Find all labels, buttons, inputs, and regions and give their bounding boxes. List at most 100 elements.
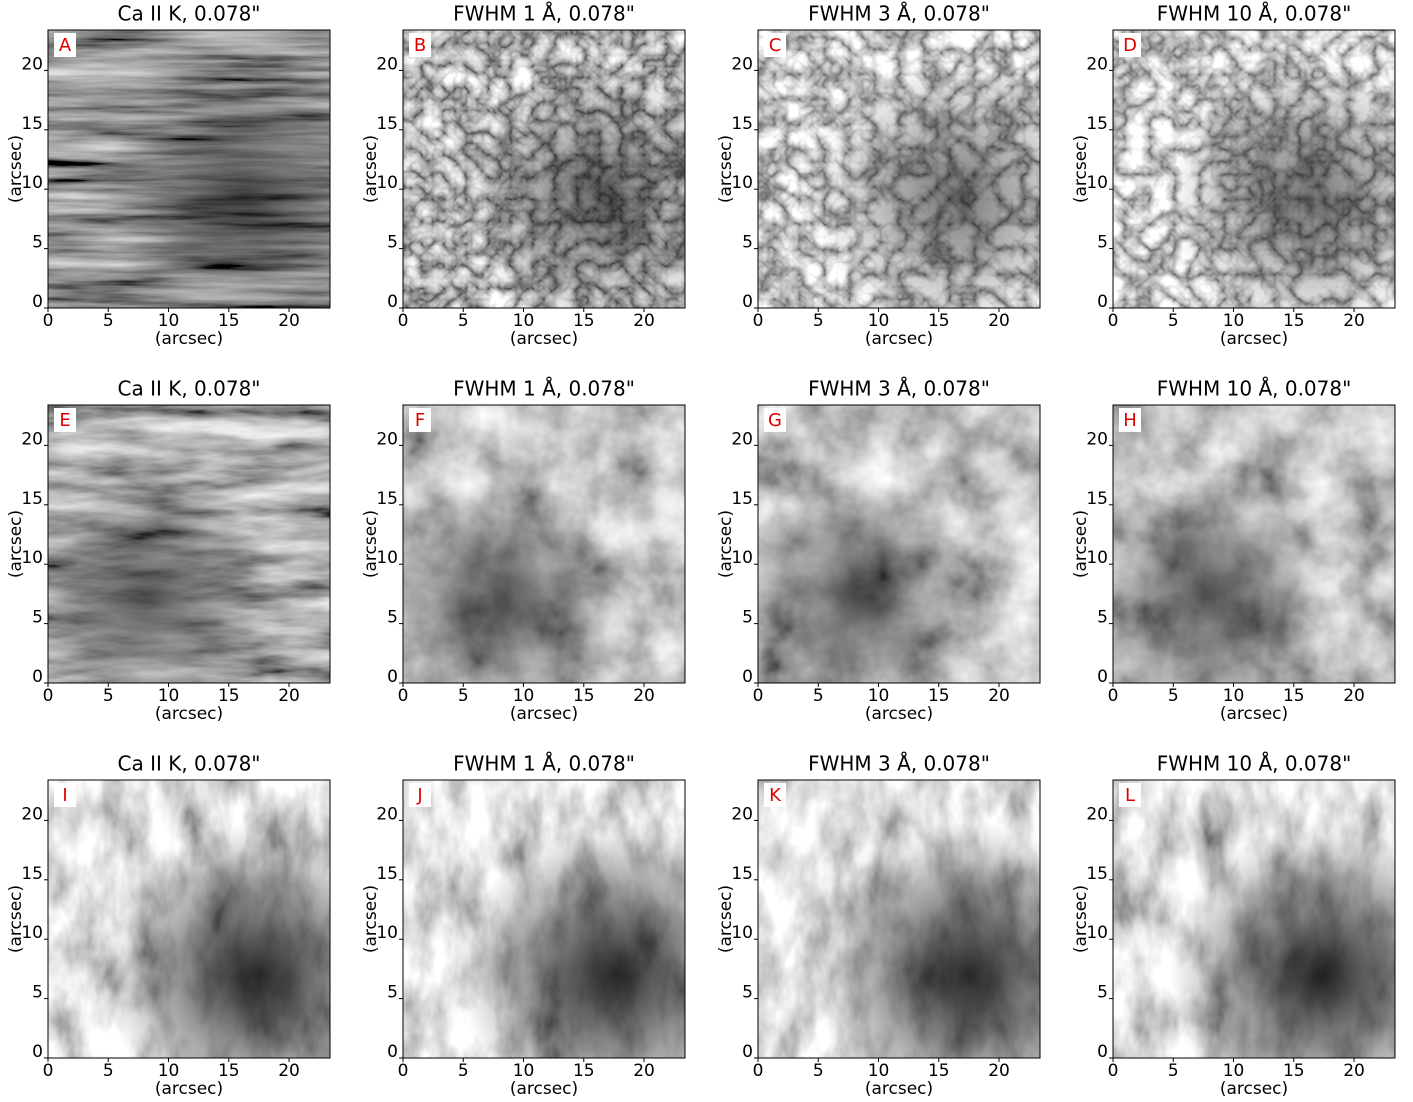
x-tick-label: 15: [573, 1061, 595, 1081]
y-tick-label: 0: [387, 1042, 398, 1062]
x-tick-label: 20: [988, 1061, 1010, 1081]
image-shading: [48, 405, 330, 683]
y-tick-label: 5: [32, 233, 43, 253]
x-tick-label: 5: [103, 1061, 114, 1081]
image-frame: [402, 404, 686, 684]
image-shading: [48, 30, 330, 308]
panel-label: H: [1123, 410, 1137, 431]
y-axis-label: (arcsec): [1071, 510, 1091, 578]
y-axis-label: (arcsec): [716, 885, 736, 953]
y-axis-label: (arcsec): [1071, 885, 1091, 953]
y-tick-label: 0: [742, 667, 753, 687]
x-tick-label: 20: [1343, 1061, 1365, 1081]
image-shading: [758, 30, 1040, 308]
panel-title: FWHM 3 Å, 0.078": [808, 2, 990, 26]
x-tick-label: 20: [1343, 311, 1365, 331]
image-shading: [403, 780, 685, 1058]
y-tick-label: 10: [21, 923, 43, 943]
x-tick-label: 15: [573, 686, 595, 706]
x-axis-label: (arcsec): [510, 1079, 578, 1099]
panel-label-box: [54, 783, 76, 807]
panel: E Ca II K, 0.078" 0 5 10 15 20 0 5 10 15 20 (arcsec)…: [6, 377, 331, 724]
y-tick-label: 20: [1086, 804, 1108, 824]
x-tick-label: 10: [868, 686, 890, 706]
y-tick-label: 10: [21, 173, 43, 193]
x-axis-label: (arcsec): [510, 704, 578, 724]
panel-label-box: [409, 783, 431, 807]
y-tick-label: 0: [742, 292, 753, 312]
x-tick-label: 0: [753, 1061, 764, 1081]
y-tick-label: 0: [742, 1042, 753, 1062]
y-tick-label: 5: [32, 608, 43, 628]
panel: D FWHM 10 Å, 0.078" 0 5 10 15 20 0 5 10 15 20 (arcse…: [1071, 2, 1396, 349]
y-tick-label: 15: [21, 864, 43, 884]
image-frame: [47, 404, 331, 684]
panel-label: E: [59, 410, 70, 431]
panel-label-box: [54, 33, 76, 57]
panel: F FWHM 1 Å, 0.078" 0 5 10 15 20 0 5 10 15 20 (arcsec…: [361, 377, 686, 724]
y-axis-label: (arcsec): [716, 510, 736, 578]
x-tick-label: 10: [158, 311, 180, 331]
y-tick-label: 0: [32, 1042, 43, 1062]
x-tick-label: 15: [928, 311, 950, 331]
x-tick-label: 15: [1283, 1061, 1305, 1081]
y-tick-label: 10: [376, 548, 398, 568]
image-frame: [757, 29, 1041, 309]
panel-label-box: [409, 33, 431, 57]
y-tick-label: 20: [376, 804, 398, 824]
x-axis-label: (arcsec): [510, 329, 578, 349]
y-tick-label: 5: [387, 233, 398, 253]
image-frame: [402, 29, 686, 309]
y-tick-label: 15: [376, 489, 398, 509]
y-tick-label: 15: [1086, 114, 1108, 134]
x-tick-label: 15: [928, 1061, 950, 1081]
y-tick-label: 10: [21, 548, 43, 568]
x-tick-label: 5: [103, 686, 114, 706]
y-tick-label: 20: [731, 804, 753, 824]
x-tick-label: 15: [1283, 311, 1305, 331]
x-tick-label: 5: [813, 311, 824, 331]
y-tick-label: 0: [1097, 1042, 1108, 1062]
image-shading: [403, 30, 685, 308]
x-tick-label: 10: [868, 311, 890, 331]
y-tick-label: 20: [21, 804, 43, 824]
x-axis-label: (arcsec): [1220, 704, 1288, 724]
image-frame: [47, 29, 331, 309]
x-tick-label: 10: [513, 1061, 535, 1081]
y-axis-label: (arcsec): [6, 885, 26, 953]
image-frame: [1112, 29, 1396, 309]
image-frame: [757, 404, 1041, 684]
y-tick-label: 5: [742, 608, 753, 628]
y-tick-label: 10: [1086, 173, 1108, 193]
x-tick-label: 5: [813, 1061, 824, 1081]
y-tick-label: 15: [376, 864, 398, 884]
x-tick-label: 5: [458, 311, 469, 331]
y-axis-label: (arcsec): [361, 135, 381, 203]
y-tick-label: 20: [1086, 429, 1108, 449]
panel-label: J: [416, 785, 422, 806]
x-tick-label: 15: [218, 686, 240, 706]
y-tick-label: 15: [731, 864, 753, 884]
x-tick-label: 0: [43, 311, 54, 331]
image-shading: [1113, 405, 1395, 683]
y-tick-label: 10: [731, 173, 753, 193]
image-frame: [757, 779, 1041, 1059]
panel-title: FWHM 10 Å, 0.078": [1157, 752, 1352, 776]
y-tick-label: 20: [21, 54, 43, 74]
x-tick-label: 20: [278, 686, 300, 706]
x-tick-label: 5: [1168, 311, 1179, 331]
x-tick-label: 5: [103, 311, 114, 331]
panel-title: Ca II K, 0.078": [117, 377, 260, 401]
y-axis-label: (arcsec): [716, 135, 736, 203]
panel-label: I: [62, 785, 67, 806]
x-tick-label: 20: [1343, 686, 1365, 706]
y-tick-label: 0: [387, 292, 398, 312]
x-tick-label: 5: [813, 686, 824, 706]
y-tick-label: 5: [742, 233, 753, 253]
y-tick-label: 15: [21, 489, 43, 509]
x-tick-label: 0: [1108, 1061, 1119, 1081]
image-shading: [758, 780, 1040, 1058]
y-axis-label: (arcsec): [6, 510, 26, 578]
panel-label: L: [1125, 785, 1135, 806]
